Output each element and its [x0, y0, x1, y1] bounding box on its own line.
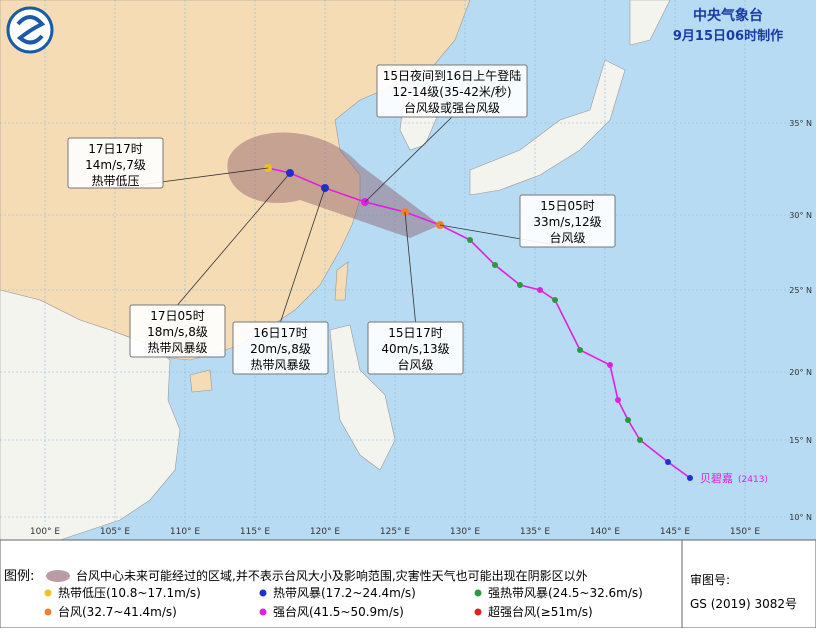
issued: 9月15日06时制作 — [673, 28, 783, 44]
callout-text: 热带低压 — [91, 174, 139, 188]
legend-marker — [259, 589, 267, 597]
callout-text: 14m/s,7级 — [85, 158, 146, 172]
callout-box — [129, 304, 226, 358]
callout-box — [376, 64, 528, 118]
callout-text: 18m/s,8级 — [147, 325, 208, 339]
track-point — [625, 417, 631, 423]
approval-label: 审图号: — [690, 572, 730, 587]
lon-label: 115° E — [240, 527, 271, 537]
legend-marker — [44, 608, 52, 616]
track-point — [517, 282, 523, 288]
lon-label: 100° E — [30, 527, 61, 537]
callout-text: 台风级 — [549, 230, 585, 245]
callout-box — [367, 321, 464, 375]
lat-label: 20° N — [789, 368, 812, 377]
lat-label: 15° N — [789, 436, 812, 445]
logo-mark — [16, 15, 46, 45]
lat-label: 25° N — [789, 286, 812, 295]
callout-text: 台风级或强台风级 — [404, 100, 500, 115]
callout-text: 热带风暴级 — [250, 358, 310, 372]
legend-items: 热带低压(10.8~17.1m/s) 热带风暴(17.2~24.4m/s) 强热带风… — [44, 586, 643, 619]
callout-text: 15日夜间到16日上午登陆 — [383, 68, 522, 83]
legend-item: 强热带风暴(24.5~32.6m/s) — [488, 586, 643, 600]
track-point — [552, 297, 558, 303]
legend-cone-note: 台风中心未来可能经过的区域,并不表示台风大小及影响范围,灾害性天气也可能出现在阴… — [76, 568, 588, 583]
track-point — [467, 237, 473, 243]
callout-text: 16日17时 — [253, 326, 308, 340]
lon-label: 135° E — [520, 527, 551, 537]
track-point — [607, 362, 613, 368]
track-point — [665, 459, 671, 465]
track-point — [687, 475, 693, 481]
legend-cone — [46, 570, 70, 582]
storm-name: 贝碧嘉 — [700, 471, 733, 485]
callout-text: 热带风暴级 — [147, 341, 207, 355]
legend-item: 热带低压(10.8~17.1m/s) — [58, 586, 201, 600]
legend-marker — [44, 589, 52, 597]
agency: 中央气象台 — [693, 7, 763, 24]
callout-leader — [177, 172, 291, 306]
callout-text: 20m/s,8级 — [250, 342, 311, 356]
callout-text: 台风级 — [397, 357, 433, 372]
legend-title: 图例: — [4, 569, 34, 584]
callout-text: 12-14级(35-42米/秒) — [392, 85, 511, 99]
legend-item: 超强台风(≥51m/s) — [488, 604, 593, 619]
callouts: 15日夜间到16日上午登陆 12-14级(35-42米/秒)台风级或强台风级 17日… — [67, 64, 616, 375]
japan — [469, 59, 626, 196]
callout-text: 40m/s,13级 — [381, 342, 449, 356]
legend-item: 强台风(41.5~50.9m/s) — [273, 604, 404, 619]
callout-leader — [364, 116, 453, 203]
track-point — [537, 287, 543, 293]
legend-marker — [474, 608, 482, 616]
lon-label: 125° E — [380, 527, 411, 537]
callout-leader — [404, 211, 416, 323]
lon-label: 110° E — [170, 527, 201, 537]
legend-item: 台风(32.7~41.4m/s) — [58, 604, 177, 619]
lat-label: 30° N — [789, 211, 812, 220]
storm-code: (2413) — [738, 475, 768, 485]
legend-marker — [259, 608, 267, 616]
forecast-cone — [227, 132, 440, 238]
legend-item: 热带风暴(17.2~24.4m/s) — [273, 586, 416, 600]
legend-marker — [474, 589, 482, 597]
hokkaido — [629, 0, 671, 46]
track-point — [577, 347, 583, 353]
callout-text: 15日05时 — [540, 199, 595, 213]
past-points — [467, 237, 693, 481]
lat-label: 35° N — [789, 119, 812, 128]
callout-text: 17日05时 — [150, 309, 205, 323]
callout-leader — [280, 187, 326, 323]
callout-text: 33m/s,12级 — [533, 215, 601, 229]
callout-box — [232, 321, 329, 375]
callout-box — [67, 137, 164, 189]
lon-label: 130° E — [450, 527, 481, 537]
philippines — [329, 324, 396, 471]
lon-label: 120° E — [310, 527, 341, 537]
track-point — [637, 437, 643, 443]
taiwan — [334, 261, 349, 301]
lon-label: 105° E — [100, 527, 131, 537]
lon-label: 140° E — [590, 527, 621, 537]
callout-text: 17日17时 — [88, 142, 143, 156]
hainan — [189, 369, 213, 393]
callout-box — [519, 194, 616, 248]
lon-label: 145° E — [660, 527, 691, 537]
lon-label: 150° E — [730, 527, 761, 537]
callout-text: 15日17时 — [388, 326, 443, 340]
track-point — [492, 262, 498, 268]
lat-label: 10° N — [789, 513, 812, 522]
track-point — [615, 397, 621, 403]
approval-number: GS (2019) 3082号 — [690, 597, 797, 611]
